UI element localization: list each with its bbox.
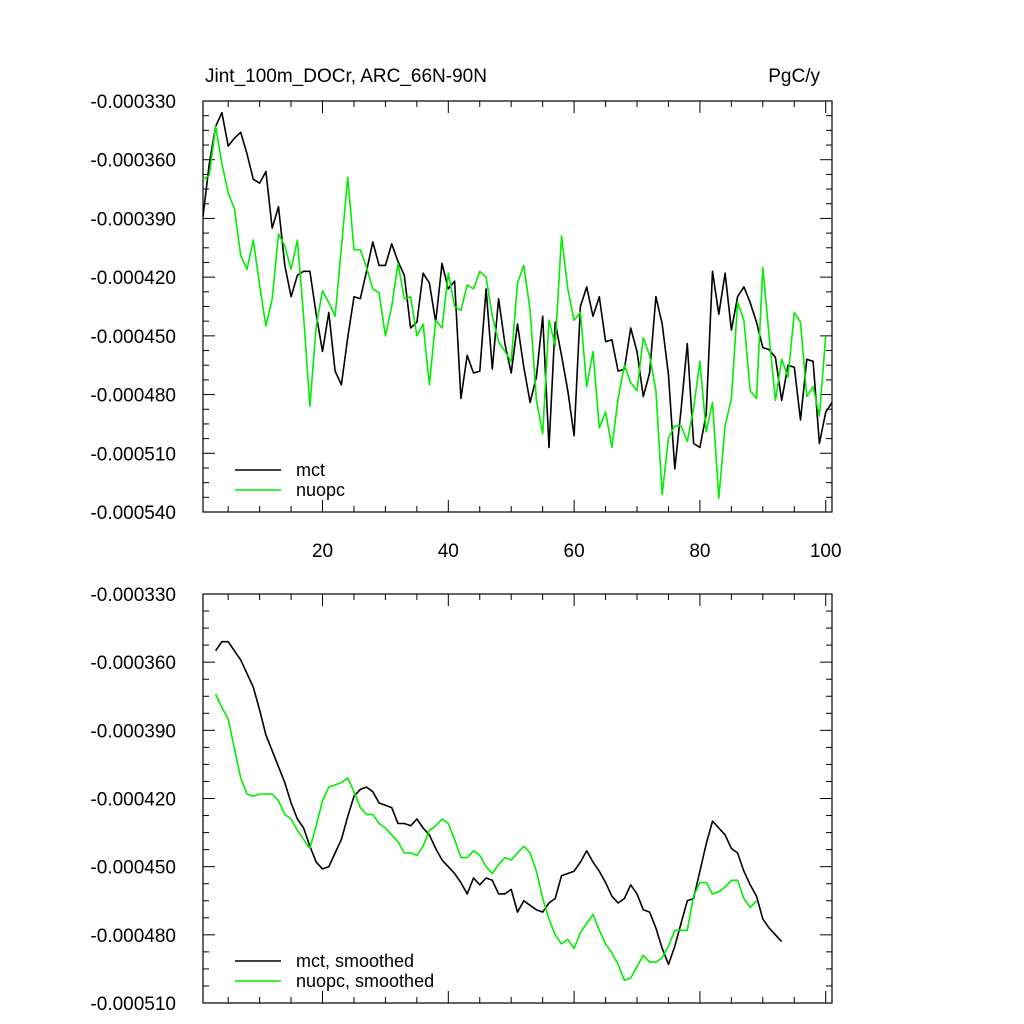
- x-tick-label: 40: [438, 541, 459, 562]
- y-tick-label: -0.000420: [90, 268, 176, 289]
- y-tick-label: -0.000390: [90, 209, 176, 230]
- series-line-mct-smoothed: [214, 640, 783, 966]
- legend-label-mct-smoothed: mct, smoothed: [296, 951, 414, 971]
- y-tick-label: -0.000480: [90, 926, 176, 947]
- bottom-series-lines: [214, 640, 783, 982]
- bottom-chart-panel: -0.000330 -0.000360 -0.000390 -0.000420 -0.0…: [90, 585, 833, 1015]
- y-tick-label: -0.000510: [90, 994, 176, 1015]
- legend-label-nuopc-smoothed: nuopc, smoothed: [296, 971, 434, 991]
- x-tick-label: 100: [810, 541, 842, 562]
- y-tick-label: -0.000450: [90, 327, 176, 348]
- x-tick-label: 60: [564, 541, 585, 562]
- chart-title: Jint_100m_DOCr, ARC_66N-90N: [205, 66, 487, 87]
- y-tick-label: -0.000540: [90, 503, 176, 524]
- y-tick-label: -0.000360: [90, 653, 176, 674]
- y-tick-label: -0.000330: [90, 585, 176, 606]
- y-tick-label: -0.000390: [90, 721, 176, 742]
- series-line-nuopc-smoothed: [214, 693, 758, 982]
- top-legend: mct nuopc: [235, 460, 345, 500]
- y-tick-label: -0.000480: [90, 386, 176, 407]
- legend-label-mct: mct: [296, 460, 325, 480]
- legend-label-nuopc: nuopc: [296, 480, 345, 500]
- chart-units-label: PgC/y: [768, 66, 820, 87]
- x-tick-label: 20: [312, 541, 333, 562]
- y-tick-label: -0.000420: [90, 790, 176, 811]
- x-tick-label: 80: [689, 541, 710, 562]
- bottom-legend: mct, smoothed nuopc, smoothed: [235, 951, 434, 991]
- y-tick-label: -0.000360: [90, 151, 176, 172]
- series-line-mct: [202, 111, 833, 470]
- series-line-nuopc: [202, 125, 827, 500]
- top-chart-panel: Jint_100m_DOCr, ARC_66N-90N PgC/y -0.000…: [90, 66, 841, 562]
- top-axes: -0.000330 -0.000360 -0.000390 -0.000420 -0.0…: [90, 92, 841, 562]
- plot-frame: [202, 593, 833, 1004]
- y-tick-label: -0.000510: [90, 444, 176, 465]
- bottom-axes: -0.000330 -0.000360 -0.000390 -0.000420 -0.0…: [90, 585, 833, 1015]
- y-tick-label: -0.000330: [90, 92, 176, 113]
- y-tick-label: -0.000450: [90, 858, 176, 879]
- top-series-lines: [202, 111, 833, 500]
